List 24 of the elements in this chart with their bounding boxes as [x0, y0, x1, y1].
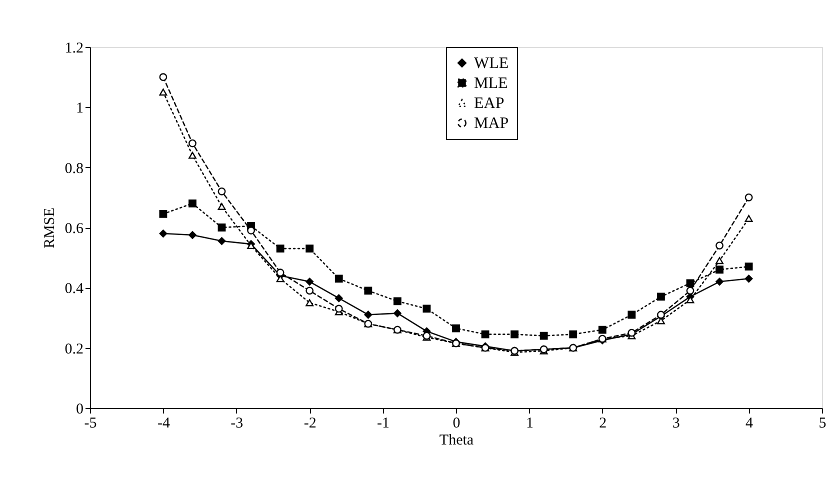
y-tick-label: 0.4	[64, 281, 84, 298]
x-tick-label: -2	[304, 416, 316, 432]
x-tick-label: 2	[599, 416, 607, 432]
x-tick-label: -5	[84, 416, 97, 432]
y-tick-label: 1	[76, 100, 84, 117]
x-tick-label: 1	[526, 416, 534, 432]
legend-label: MAP	[474, 115, 509, 132]
y-tick-label: 0.2	[64, 341, 84, 358]
x-tick-label: 5	[818, 416, 826, 432]
y-tick-label: 0	[76, 402, 84, 418]
x-tick-label: 3	[672, 416, 680, 432]
legend-label: MLE	[474, 75, 508, 92]
y-tick-label: 0.6	[64, 221, 84, 237]
legend-label: WLE	[474, 55, 509, 72]
y-tick-label: 1.2	[64, 40, 84, 56]
x-tick-label: -1	[377, 416, 390, 432]
legend-label: EAP	[474, 95, 504, 112]
x-tick-label: 0	[452, 416, 460, 432]
x-tick-label: -3	[230, 416, 244, 432]
x-tick-label: 4	[746, 416, 754, 432]
x-axis-title: Theta	[439, 432, 474, 448]
y-axis-title: RMSE	[42, 208, 58, 248]
y-tick-label: 0.8	[64, 160, 84, 177]
x-tick-label: -4	[157, 416, 170, 432]
